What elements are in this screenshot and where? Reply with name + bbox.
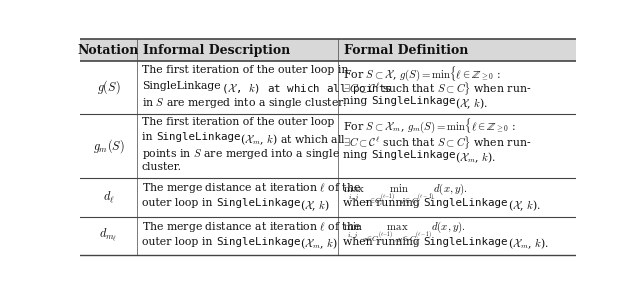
Text: The first iteration of the outer loop: The first iteration of the outer loop [142,117,334,127]
Text: For $S \subset \mathcal{X}_m$, $g_m(S) = \min\{\ell \in \mathbb{Z}_{\geq 0}$ :: For $S \subset \mathcal{X}_m$, $g_m(S) =… [343,117,516,135]
Text: $g_m(S)$: $g_m(S)$ [93,137,124,155]
Text: outer loop in: outer loop in [142,236,216,247]
Text: SingleLinkage: SingleLinkage [216,236,300,247]
Text: The merge distance at iteration $\ell$ of the: The merge distance at iteration $\ell$ o… [142,220,361,234]
Text: points in $S$ are merged into a single: points in $S$ are merged into a single [142,147,340,161]
Text: ning: ning [343,150,371,160]
Text: $\min_{i,j}\, \max_{x \in C_i^{(\ell-1)},\, y \in C_j^{(\ell-1)}} d(x, y).$: $\min_{i,j}\, \max_{x \in C_i^{(\ell-1)}… [343,220,465,247]
Text: ($\mathcal{X}$, $k$).: ($\mathcal{X}$, $k$). [508,198,541,213]
Text: SingleLinkage: SingleLinkage [371,150,455,160]
Text: $g(S)$: $g(S)$ [97,79,120,96]
Text: ($\mathcal{X}$, $k$) at which all points: ($\mathcal{X}$, $k$) at which all points [221,81,392,96]
Text: The first iteration of the outer loop in: The first iteration of the outer loop in [142,65,348,75]
Text: SingleLinkage: SingleLinkage [423,198,508,208]
Text: ($\mathcal{X}_m$, $k$): ($\mathcal{X}_m$, $k$) [300,236,338,251]
Text: $\max_{i,j}\, \min_{x \in C_i^{(\ell-1)},\, y \in C_j^{(\ell-1)}} d(x, y).$: $\max_{i,j}\, \min_{x \in C_i^{(\ell-1)}… [343,181,468,209]
Text: in: in [142,132,156,142]
Text: ($\mathcal{X}_m$, $k$).: ($\mathcal{X}_m$, $k$). [455,150,496,165]
Text: For $S \subset \mathcal{X}$, $g(S) = \min\{\ell \in \mathbb{Z}_{\geq 0}$ :: For $S \subset \mathcal{X}$, $g(S) = \mi… [343,65,500,83]
Text: ($\mathcal{X}$, $k$): ($\mathcal{X}$, $k$) [300,198,330,213]
Text: cluster.: cluster. [142,162,182,172]
Text: $d_{m_\ell}$: $d_{m_\ell}$ [99,227,118,244]
Text: outer loop in: outer loop in [142,198,216,208]
Text: ($\mathcal{X}_m$, $k$) at which all: ($\mathcal{X}_m$, $k$) at which all [241,132,346,147]
Text: Notation: Notation [78,44,140,57]
Text: The merge distance at iteration $\ell$ of the: The merge distance at iteration $\ell$ o… [142,181,361,195]
Text: ($\mathcal{X}$, $k$).: ($\mathcal{X}$, $k$). [455,96,488,111]
Bar [80,39,576,61]
Text: $d_\ell$: $d_\ell$ [102,190,115,205]
Text: $\exists C \subset \mathcal{C}^\ell$ such that $S \subset C\}$ when run-: $\exists C \subset \mathcal{C}^\ell$ suc… [343,81,531,97]
Text: SingleLinkage: SingleLinkage [142,81,221,90]
Text: SingleLinkage: SingleLinkage [156,132,241,142]
Text: SingleLinkage: SingleLinkage [423,236,508,247]
Text: ning: ning [343,96,371,106]
Text: in $S$ are merged into a single cluster.: in $S$ are merged into a single cluster. [142,96,347,110]
Text: Formal Definition: Formal Definition [344,44,468,57]
Text: when running: when running [343,198,423,208]
Text: $\exists C \subset \mathcal{C}^\ell$ such that $S \subset C\}$ when run-: $\exists C \subset \mathcal{C}^\ell$ suc… [343,134,531,151]
Text: SingleLinkage: SingleLinkage [216,198,300,208]
Text: ($\mathcal{X}_m$, $k$).: ($\mathcal{X}_m$, $k$). [508,236,548,251]
Text: Informal Description: Informal Description [143,44,291,57]
Text: when running: when running [343,236,423,247]
Text: SingleLinkage: SingleLinkage [371,96,455,106]
